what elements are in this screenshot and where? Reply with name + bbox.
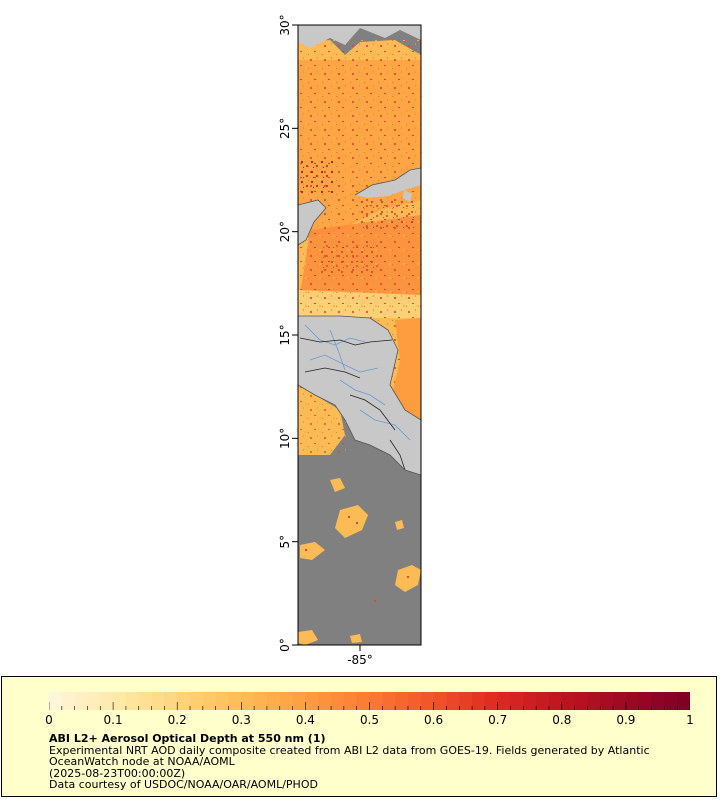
- latitude-axis: 0° 5° 10° 15° 20° 25° 30°: [278, 14, 298, 652]
- colorbar-swatch: [536, 692, 550, 710]
- lat-tick-label: 10°: [278, 428, 292, 449]
- aod-speckle-dense: [320, 245, 380, 275]
- colorbar-swatch: [190, 692, 204, 710]
- caption-line: (2025-08-23T00:00:00Z): [49, 766, 186, 780]
- longitude-axis: -85°: [347, 645, 373, 667]
- colorbar-swatch: [459, 692, 473, 710]
- colorbar-swatch: [638, 692, 653, 710]
- colorbar-swatch: [356, 692, 370, 710]
- colorbar-swatch: [177, 692, 191, 710]
- caption-line: Data courtesy of USDOC/NOAA/OAR/AOML/PHO…: [49, 778, 318, 791]
- coastlines: [298, 167, 421, 476]
- lon-tick-label: -85°: [347, 653, 373, 667]
- colorbar-swatch: [472, 692, 486, 710]
- colorbar-swatch: [113, 692, 127, 710]
- colorbar-swatch: [318, 692, 332, 710]
- caption-line: Experimental NRT AOD daily composite cre…: [49, 743, 650, 757]
- lat-tick-label: 20°: [278, 221, 292, 242]
- colorbar-swatch: [600, 692, 614, 710]
- colorbar-swatch: [587, 692, 601, 710]
- colorbar-swatch: [343, 692, 358, 710]
- colorbar-label: 0.2: [167, 713, 187, 727]
- aod-speckle-dense: [360, 200, 415, 230]
- colorbar-swatch: [215, 692, 229, 710]
- colorbar-label: 0: [45, 713, 53, 727]
- colorbar-swatch: [100, 692, 114, 710]
- colorbar-swatch: [369, 692, 383, 710]
- lat-tick-label: 15°: [278, 324, 292, 345]
- colorbar-label: 0.3: [231, 713, 251, 727]
- lat-tick-label: 25°: [278, 118, 292, 139]
- colorbar-label: 1: [686, 713, 694, 727]
- colorbar-swatch: [74, 692, 88, 710]
- colorbar-swatch: [510, 692, 524, 710]
- colorbar: [49, 692, 690, 710]
- legend-panel: 0 0.1 0.2 0.3 0.4 0.5 0.6 0.7 0.8 0.9 1 ABI L2+ Ae…: [1, 676, 717, 797]
- colorbar-swatch: [202, 692, 217, 710]
- colorbar-swatch: [651, 692, 665, 710]
- colorbar-swatch: [125, 692, 140, 710]
- colorbar-label: 0.5: [359, 713, 380, 727]
- colorbar-swatch: [61, 692, 76, 710]
- colorbar-swatch: [677, 692, 690, 710]
- caption-title: ABI L2+ Aerosol Optical Depth at 550 nm …: [49, 732, 326, 745]
- map-area: 0° 5° 10° 15° 20° 25° 30° -85°: [278, 14, 422, 667]
- land-cuba: [355, 168, 421, 198]
- lat-tick-label: 5°: [278, 535, 292, 549]
- colorbar-swatch: [420, 692, 435, 710]
- colorbar-swatch: [407, 692, 422, 710]
- colorbar-swatch: [382, 692, 396, 710]
- colorbar-swatch: [548, 692, 563, 710]
- colorbar-label: 0.6: [424, 713, 444, 727]
- colorbar-swatch: [395, 692, 409, 710]
- colorbar-swatch: [433, 692, 447, 710]
- colorbar-swatch: [446, 692, 460, 710]
- colorbar-label: 0.4: [295, 713, 315, 727]
- colorbar-swatch: [138, 692, 153, 710]
- colorbar-swatch: [625, 692, 640, 710]
- rivers: [304, 324, 411, 441]
- colorbar-swatch: [266, 692, 281, 710]
- colorbar-swatch: [523, 692, 537, 710]
- colorbar-swatch: [151, 692, 165, 710]
- colorbar-swatch: [254, 692, 268, 710]
- land-bahamas: [403, 190, 412, 202]
- land-gulf-coast: [298, 25, 421, 48]
- colorbar-swatch: [164, 692, 178, 710]
- colorbar-label: 0.1: [103, 713, 123, 727]
- lat-tick-label: 30°: [278, 14, 292, 35]
- colorbar-swatch: [279, 692, 294, 710]
- colorbar-swatch: [292, 692, 306, 710]
- aod-map: 0° 5° 10° 15° 20° 25° 30° -85°: [278, 14, 422, 667]
- colorbar-label: 0.9: [616, 713, 636, 727]
- colorbar-swatch: [87, 692, 101, 710]
- colorbar-label: 0.8: [552, 713, 572, 727]
- colorbar-swatch: [49, 692, 63, 710]
- lat-tick-label: 0°: [278, 638, 292, 652]
- land-central-america: [298, 316, 421, 475]
- aod-speckle-dense: [298, 160, 333, 195]
- colorbar-swatch: [497, 692, 512, 710]
- map-plot: [298, 25, 421, 645]
- colorbar-swatch: [613, 692, 627, 710]
- aod-pacific-specks: [305, 516, 409, 602]
- colorbar-swatch: [305, 692, 319, 710]
- caption: ABI L2+ Aerosol Optical Depth at 550 nm …: [49, 733, 689, 791]
- colorbar-swatch: [574, 692, 588, 710]
- aod-pacific-blobs: [298, 478, 421, 645]
- colorbar-swatch: [664, 692, 678, 710]
- land-yucatan: [298, 200, 326, 245]
- colorbar-swatch: [484, 692, 499, 710]
- colorbar-swatch: [241, 692, 255, 710]
- colorbar-swatch: [561, 692, 576, 710]
- colorbar-swatch: [228, 692, 242, 710]
- colorbar-swatch: [331, 692, 345, 710]
- borders: [299, 337, 406, 471]
- colorbar-label: 0.7: [488, 713, 508, 727]
- caption-line: OceanWatch node at NOAA/AOML: [49, 755, 235, 768]
